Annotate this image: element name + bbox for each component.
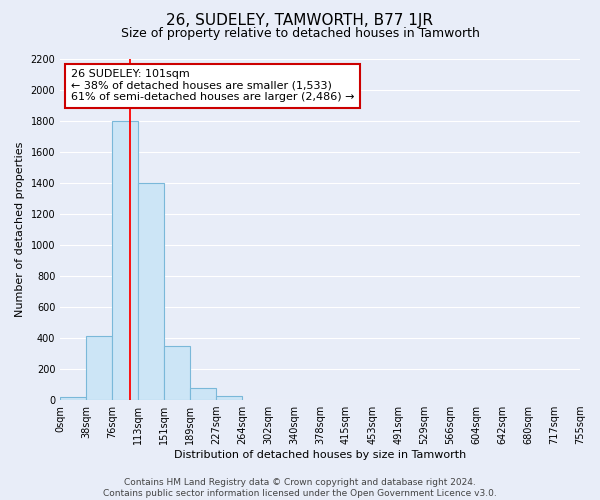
Bar <box>190 388 217 400</box>
Bar <box>217 396 242 400</box>
Bar <box>86 336 112 400</box>
Text: Size of property relative to detached houses in Tamworth: Size of property relative to detached ho… <box>121 28 479 40</box>
Text: 26 SUDELEY: 101sqm
← 38% of detached houses are smaller (1,533)
61% of semi-deta: 26 SUDELEY: 101sqm ← 38% of detached hou… <box>71 69 354 102</box>
Y-axis label: Number of detached properties: Number of detached properties <box>15 142 25 317</box>
Bar <box>164 346 190 400</box>
Bar <box>60 397 86 400</box>
Bar <box>138 183 164 400</box>
Bar <box>112 121 138 400</box>
Text: 26, SUDELEY, TAMWORTH, B77 1JR: 26, SUDELEY, TAMWORTH, B77 1JR <box>167 12 433 28</box>
X-axis label: Distribution of detached houses by size in Tamworth: Distribution of detached houses by size … <box>174 450 466 460</box>
Text: Contains HM Land Registry data © Crown copyright and database right 2024.
Contai: Contains HM Land Registry data © Crown c… <box>103 478 497 498</box>
